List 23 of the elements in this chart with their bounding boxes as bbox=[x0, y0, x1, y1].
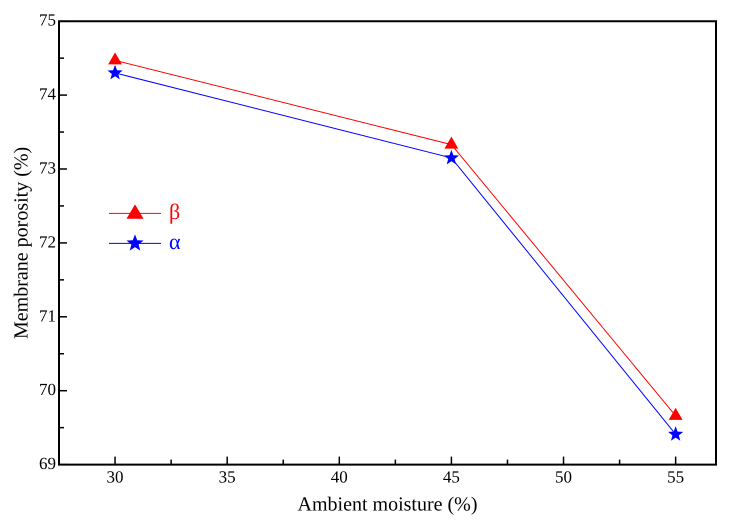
y-tick-label: 69 bbox=[39, 454, 56, 474]
point bbox=[444, 137, 458, 149]
x-axis-title: Ambient moisture (%) bbox=[298, 493, 478, 516]
x-tick-label: 55 bbox=[667, 467, 684, 486]
y-tick-label: 75 bbox=[39, 10, 56, 30]
legend-label: α bbox=[169, 229, 181, 254]
y-tick-label: 74 bbox=[39, 84, 56, 104]
point bbox=[668, 426, 684, 441]
y-tick-label: 73 bbox=[39, 158, 56, 178]
point bbox=[669, 408, 682, 420]
point bbox=[108, 52, 122, 64]
point bbox=[444, 150, 460, 164]
x-tick-label: 45 bbox=[442, 467, 460, 486]
y-tick-label: 70 bbox=[39, 380, 56, 400]
point bbox=[107, 64, 123, 80]
y-tick-label: 72 bbox=[39, 232, 56, 252]
x-tick-label: 30 bbox=[106, 467, 124, 486]
legend-label: β bbox=[169, 199, 180, 224]
y-axis-title: Membrane porosity (%) bbox=[10, 146, 32, 339]
x-tick-label: 40 bbox=[330, 467, 348, 486]
y-tick-label: 71 bbox=[39, 306, 56, 326]
x-tick-label: 35 bbox=[218, 467, 236, 486]
x-tick-label: 50 bbox=[555, 467, 572, 486]
